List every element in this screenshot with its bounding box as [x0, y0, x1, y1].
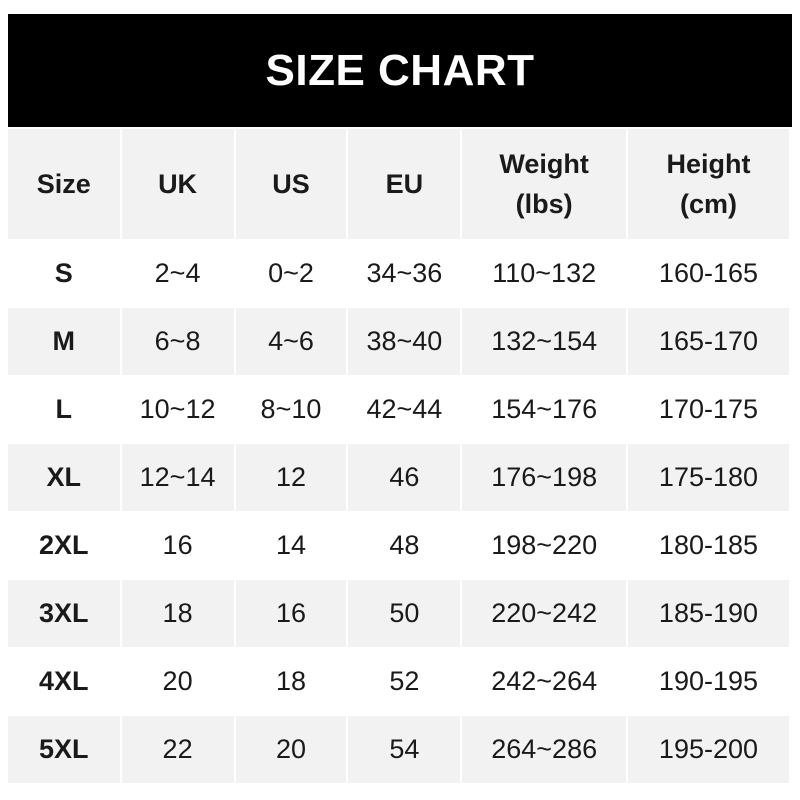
table-cell: 38~40	[348, 308, 461, 375]
table-cell: 160-165	[627, 240, 789, 307]
table-cell: 180-185	[627, 512, 789, 579]
size-cell: 4XL	[8, 648, 120, 715]
table-row: 5XL 22 20 54 264~286 195-200	[8, 716, 789, 783]
table-cell: 242~264	[462, 648, 626, 715]
column-header-label: EU	[385, 169, 424, 199]
table-row: L 10~12 8~10 42~44 154~176 170-175	[8, 376, 789, 443]
table-cell: 46	[348, 444, 461, 511]
table-cell: 264~286	[462, 716, 626, 783]
size-cell: L	[8, 376, 120, 443]
table-row: 4XL 20 18 52 242~264 190-195	[8, 648, 789, 715]
table-cell: 18	[121, 580, 234, 647]
column-header: EU	[348, 129, 461, 239]
table-cell: 34~36	[348, 240, 461, 307]
size-cell: M	[8, 308, 120, 375]
column-header-label: US	[272, 169, 310, 199]
table-cell: 132~154	[462, 308, 626, 375]
table-cell: 4~6	[235, 308, 347, 375]
table-cell: 2~4	[121, 240, 234, 307]
size-cell: S	[8, 240, 120, 307]
column-header: Height (cm)	[627, 129, 789, 239]
table-cell: 110~132	[462, 240, 626, 307]
table-cell: 22	[121, 716, 234, 783]
table-cell: 198~220	[462, 512, 626, 579]
table-cell: 54	[348, 716, 461, 783]
table-cell: 176~198	[462, 444, 626, 511]
table-cell: 50	[348, 580, 461, 647]
table-cell: 20	[235, 716, 347, 783]
table-cell: 12	[235, 444, 347, 511]
header-row: Size UK US EU Weight (lbs) Height (cm)	[8, 129, 789, 239]
table-cell: 48	[348, 512, 461, 579]
table-cell: 165-170	[627, 308, 789, 375]
size-cell: 3XL	[8, 580, 120, 647]
size-chart-table: Size UK US EU Weight (lbs) Height (cm) S 2~4 0~2 3…	[6, 128, 791, 784]
table-cell: 154~176	[462, 376, 626, 443]
table-cell: 14	[235, 512, 347, 579]
table-cell: 16	[235, 580, 347, 647]
size-cell: XL	[8, 444, 120, 511]
column-header-label: Height	[666, 149, 751, 179]
table-row: 3XL 18 16 50 220~242 185-190	[8, 580, 789, 647]
table-cell: 10~12	[121, 376, 234, 443]
table-cell: 185-190	[627, 580, 789, 647]
column-header-label: Weight	[499, 149, 589, 179]
table-row: XL 12~14 12 46 176~198 175-180	[8, 444, 789, 511]
table-row: S 2~4 0~2 34~36 110~132 160-165	[8, 240, 789, 307]
column-header-label: Size	[36, 169, 91, 199]
table-cell: 12~14	[121, 444, 234, 511]
column-header: US	[235, 129, 347, 239]
table-cell: 170-175	[627, 376, 789, 443]
table-cell: 0~2	[235, 240, 347, 307]
size-cell: 5XL	[8, 716, 120, 783]
table-cell: 18	[235, 648, 347, 715]
size-cell: 2XL	[8, 512, 120, 579]
table-cell: 16	[121, 512, 234, 579]
column-header-label: UK	[158, 169, 198, 199]
column-header: Weight (lbs)	[462, 129, 626, 239]
size-chart-title: SIZE CHART	[8, 14, 792, 127]
table-cell: 8~10	[235, 376, 347, 443]
column-header: UK	[121, 129, 234, 239]
column-header-unit: (lbs)	[515, 189, 573, 219]
column-header-unit: (cm)	[679, 189, 737, 219]
table-cell: 175-180	[627, 444, 789, 511]
table-cell: 6~8	[121, 308, 234, 375]
table-row: 2XL 16 14 48 198~220 180-185	[8, 512, 789, 579]
table-cell: 195-200	[627, 716, 789, 783]
table-row: M 6~8 4~6 38~40 132~154 165-170	[8, 308, 789, 375]
table-cell: 220~242	[462, 580, 626, 647]
table-cell: 52	[348, 648, 461, 715]
column-header: Size	[8, 129, 120, 239]
table-cell: 20	[121, 648, 234, 715]
table-cell: 190-195	[627, 648, 789, 715]
table-cell: 42~44	[348, 376, 461, 443]
